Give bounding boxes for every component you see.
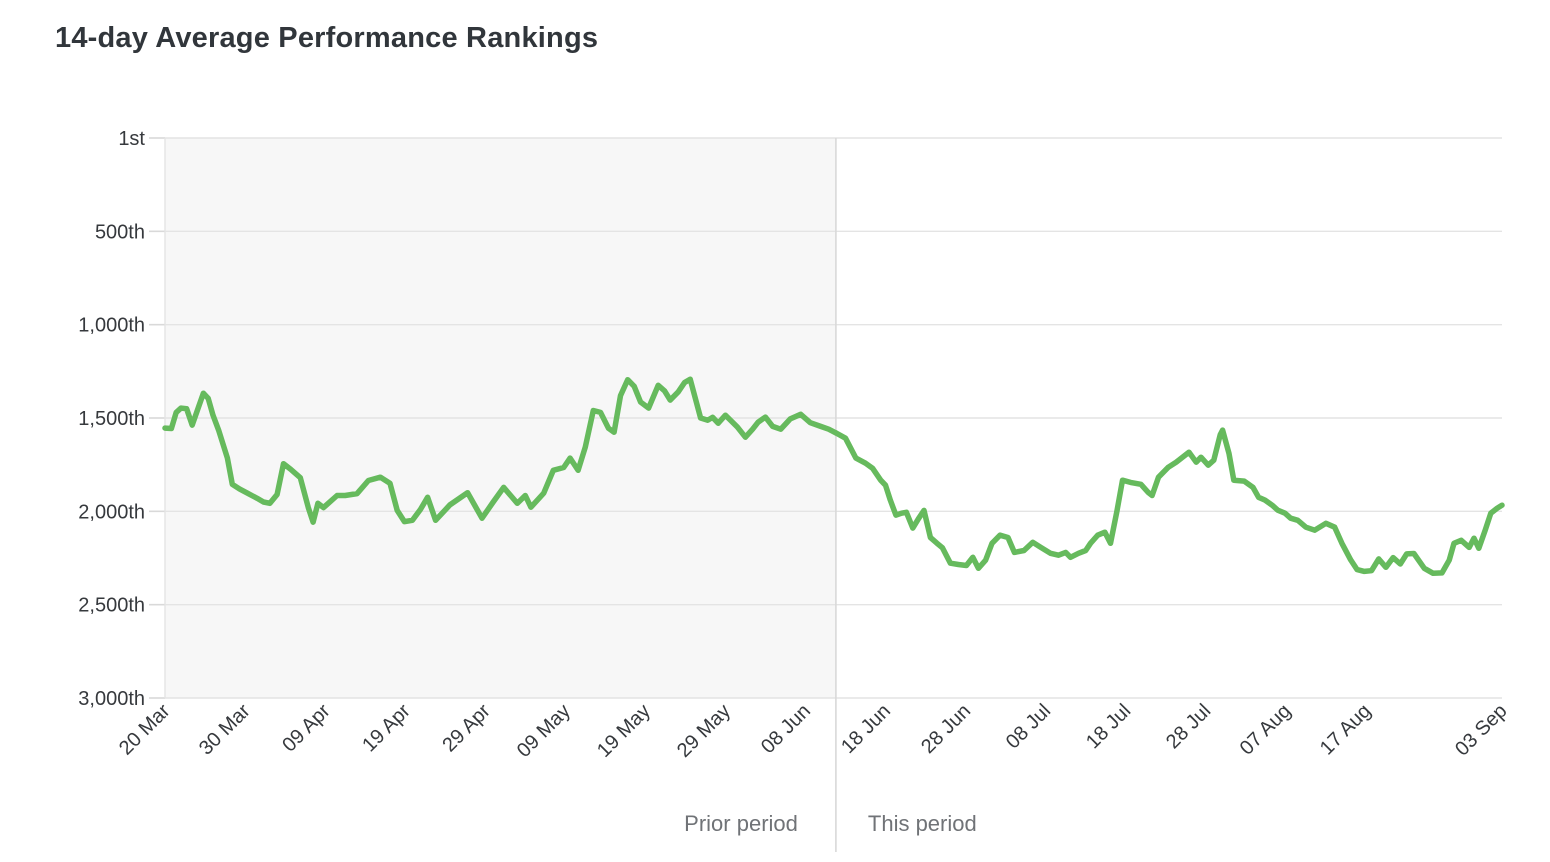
x-axis-label: 28 Jul bbox=[1162, 700, 1215, 753]
y-axis-label: 1,500th bbox=[78, 408, 145, 430]
y-axis-label: 1,000th bbox=[78, 315, 145, 337]
x-axis-label: 18 Jul bbox=[1082, 700, 1135, 753]
y-axis-label: 500th bbox=[95, 221, 145, 243]
x-axis-label: 09 May bbox=[513, 700, 575, 762]
x-axis-label: 29 May bbox=[673, 700, 735, 762]
legend-prior-period: Prior period bbox=[684, 811, 798, 836]
x-axis-label: 03 Sep bbox=[1451, 700, 1511, 760]
x-axis-label: 07 Aug bbox=[1236, 700, 1296, 760]
x-axis-label: 17 Aug bbox=[1316, 700, 1376, 760]
x-axis-label: 28 Jun bbox=[917, 700, 975, 758]
y-axis-label: 1st bbox=[118, 128, 145, 150]
x-axis-label: 08 Jun bbox=[757, 700, 815, 758]
x-axis-label: 09 Apr bbox=[278, 700, 335, 757]
x-axis-label: 30 Mar bbox=[195, 700, 255, 760]
legend-this-period: This period bbox=[868, 811, 977, 836]
x-axis-label: 19 May bbox=[593, 700, 655, 762]
y-axis-label: 2,000th bbox=[78, 501, 145, 523]
prior-period-line bbox=[162, 376, 839, 525]
chart-plot-area[interactable] bbox=[165, 138, 1502, 698]
y-axis-label: 2,500th bbox=[78, 595, 145, 617]
x-axis-label: 18 Jun bbox=[837, 700, 895, 758]
x-axis-label: 19 Apr bbox=[358, 700, 415, 757]
page-title: 14-day Average Performance Rankings bbox=[55, 22, 599, 54]
x-axis-label: 29 Apr bbox=[438, 700, 495, 757]
this-period-line bbox=[833, 427, 1505, 577]
y-axis-label: 3,000th bbox=[78, 688, 145, 710]
x-axis-label: 08 Jul bbox=[1002, 700, 1055, 753]
